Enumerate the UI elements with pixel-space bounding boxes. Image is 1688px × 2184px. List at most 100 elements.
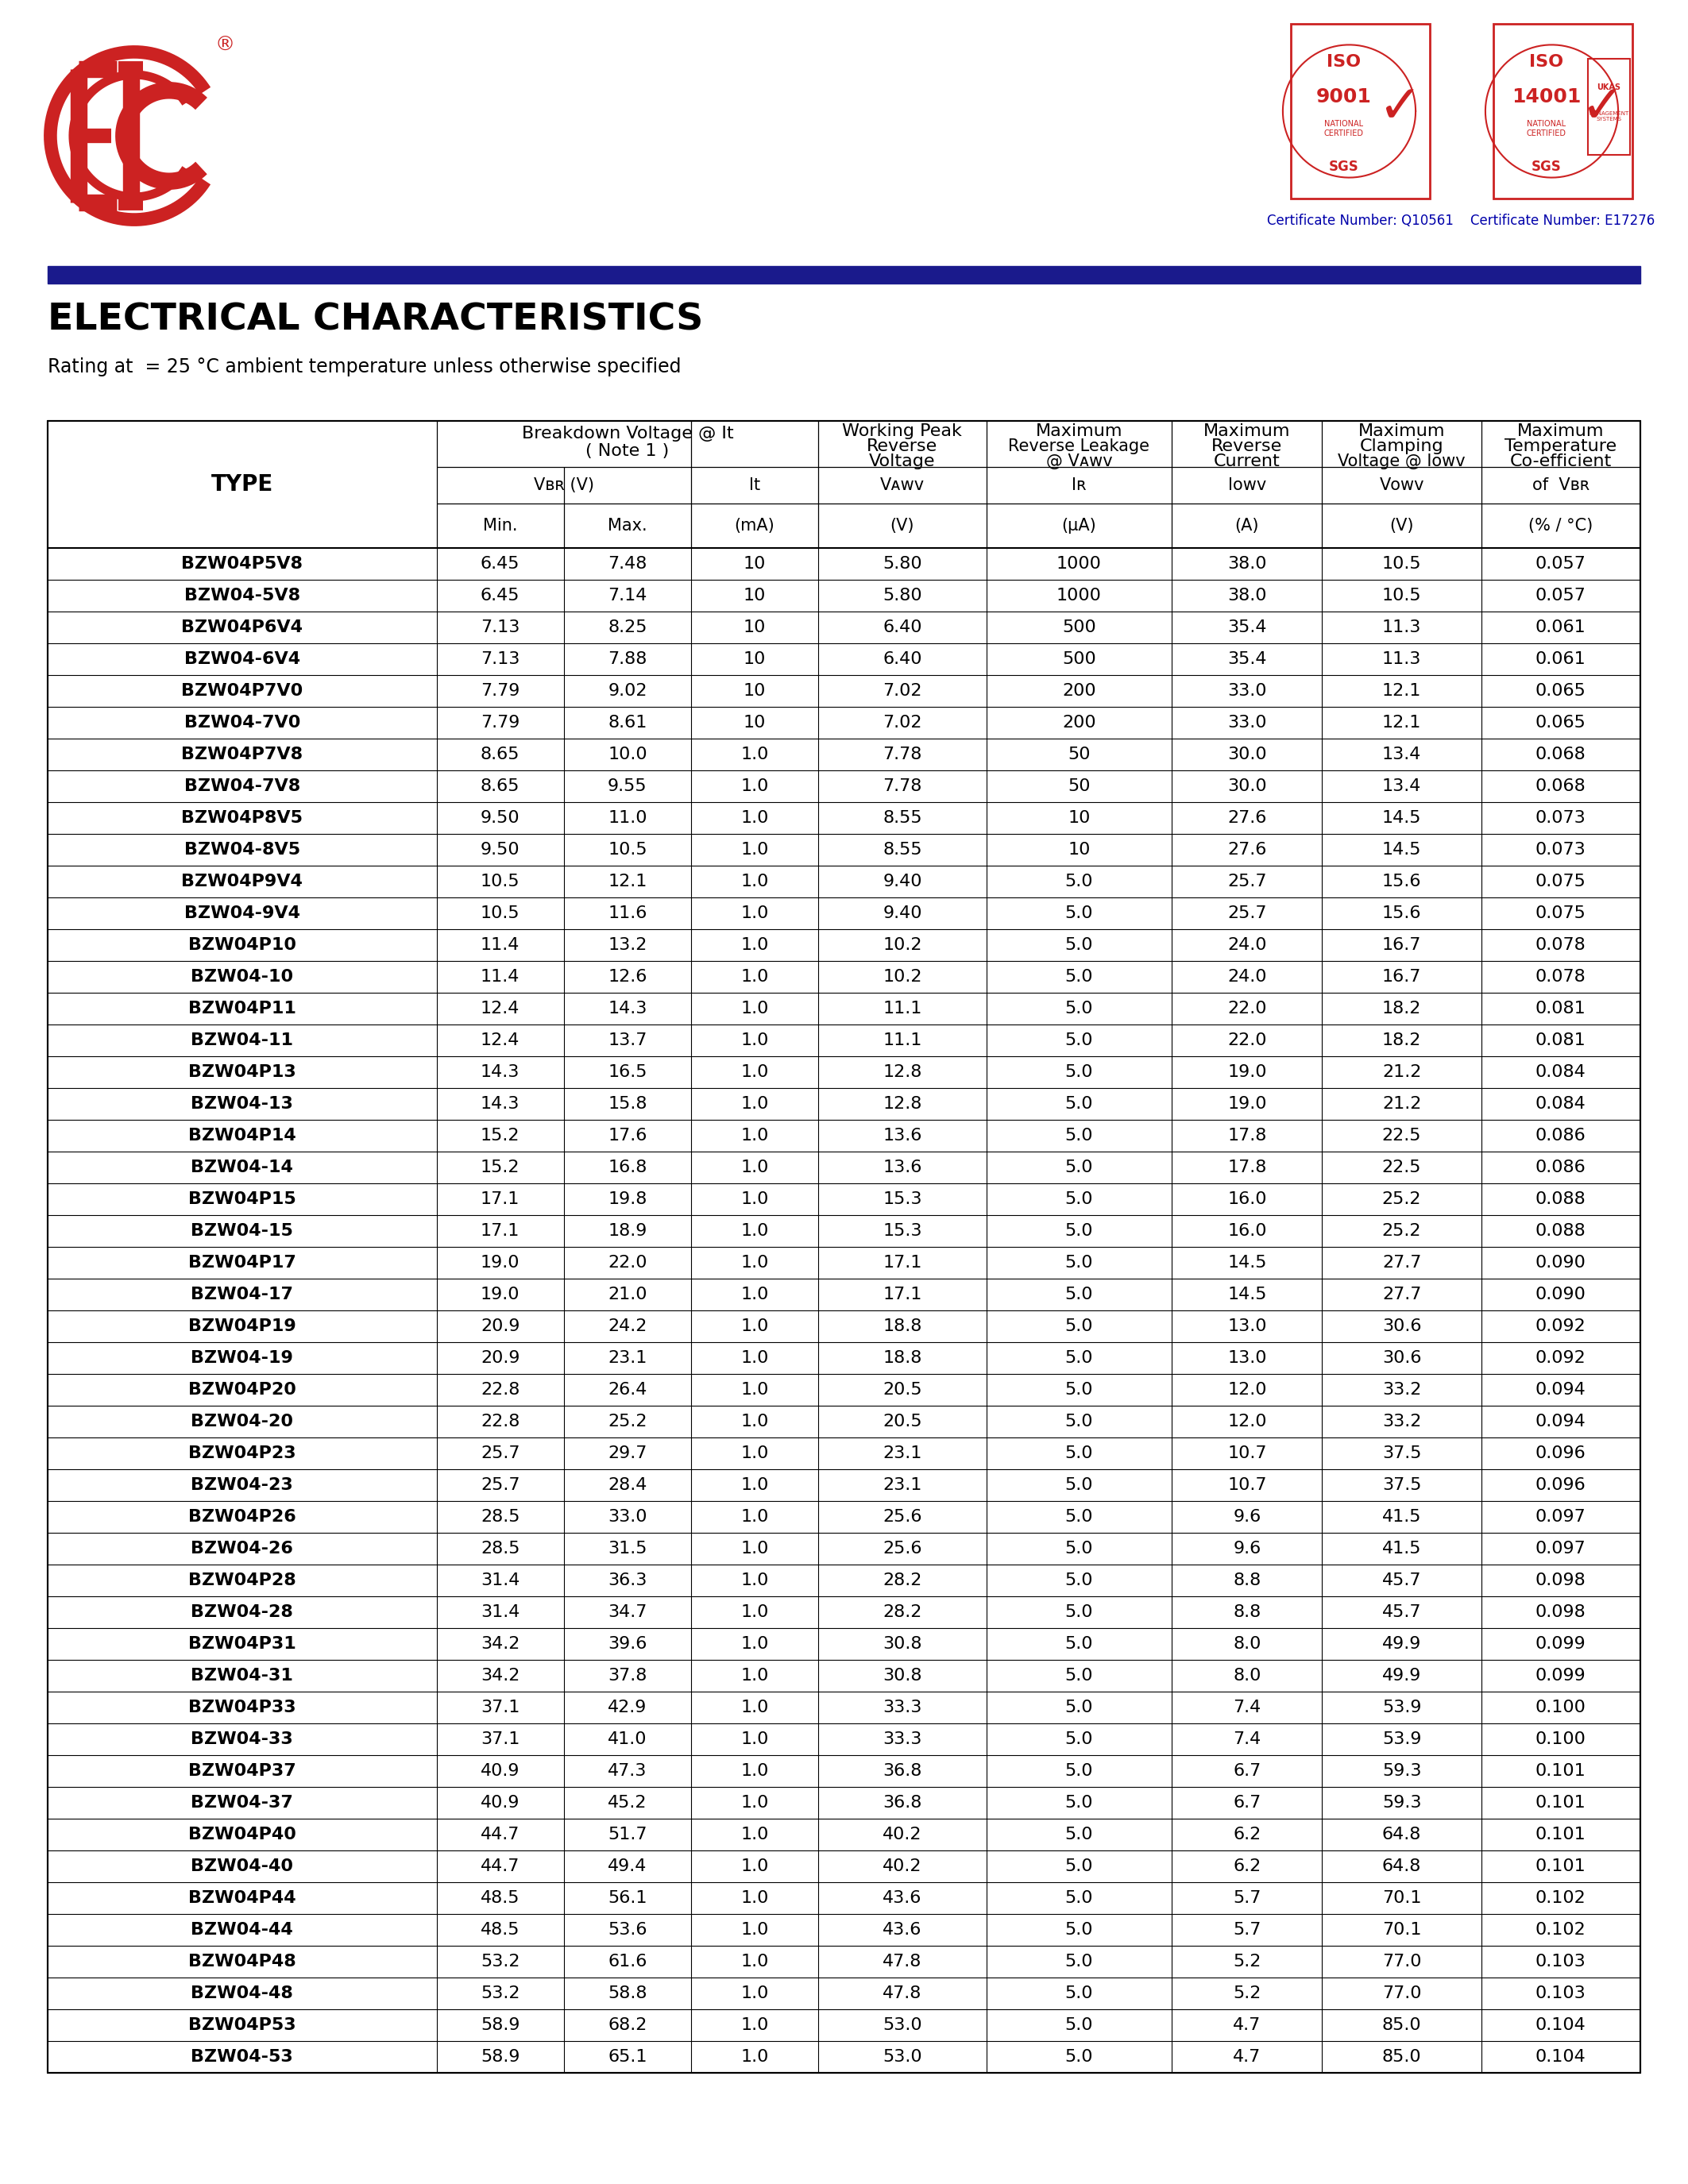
Text: 27.6: 27.6 <box>1227 810 1266 826</box>
Text: BZW04P10: BZW04P10 <box>187 937 295 952</box>
Text: 58.8: 58.8 <box>608 1985 647 2001</box>
Text: 59.3: 59.3 <box>1382 1762 1421 1780</box>
Text: 1.0: 1.0 <box>741 1413 768 1431</box>
Text: 5.0: 5.0 <box>1065 1000 1094 1016</box>
Text: Min.: Min. <box>483 518 518 533</box>
Text: 11.0: 11.0 <box>608 810 647 826</box>
Text: 49.9: 49.9 <box>1382 1636 1421 1651</box>
Text: 18.2: 18.2 <box>1382 1000 1421 1016</box>
Text: 22.8: 22.8 <box>481 1382 520 1398</box>
Text: 1.0: 1.0 <box>741 1033 768 1048</box>
Text: 5.0: 5.0 <box>1065 1256 1094 1271</box>
Text: 12.1: 12.1 <box>1382 684 1421 699</box>
Text: 5.0: 5.0 <box>1065 1955 1094 1970</box>
Text: 6.7: 6.7 <box>1232 1795 1261 1811</box>
Text: ✓: ✓ <box>1580 81 1624 133</box>
Text: 21.2: 21.2 <box>1382 1064 1421 1081</box>
Text: BZW04-53: BZW04-53 <box>191 2049 294 2064</box>
Text: 10.7: 10.7 <box>1227 1446 1266 1461</box>
Text: 45.7: 45.7 <box>1382 1605 1421 1621</box>
Text: 17.1: 17.1 <box>883 1256 922 1271</box>
Text: BZW04-8V5: BZW04-8V5 <box>184 841 300 858</box>
Text: 500: 500 <box>1062 651 1096 666</box>
Text: BZW04P53: BZW04P53 <box>189 2018 295 2033</box>
Text: 5.0: 5.0 <box>1065 1446 1094 1461</box>
Text: 1.0: 1.0 <box>741 1955 768 1970</box>
Text: 1.0: 1.0 <box>741 937 768 952</box>
Text: 40.2: 40.2 <box>883 1826 922 1843</box>
Text: 9.40: 9.40 <box>883 874 922 889</box>
Text: 10: 10 <box>743 714 766 732</box>
Text: 30.6: 30.6 <box>1382 1319 1421 1334</box>
Text: 15.6: 15.6 <box>1382 906 1421 922</box>
Text: UKAS: UKAS <box>1597 83 1620 92</box>
Text: 58.9: 58.9 <box>481 2049 520 2064</box>
Text: 16.7: 16.7 <box>1382 937 1421 952</box>
Text: 0.104: 0.104 <box>1536 2018 1587 2033</box>
Text: 0.094: 0.094 <box>1536 1382 1587 1398</box>
Text: BZW04P33: BZW04P33 <box>189 1699 295 1714</box>
Text: 20.9: 20.9 <box>481 1319 520 1334</box>
Text: BZW04P9V4: BZW04P9V4 <box>181 874 302 889</box>
Text: 10.7: 10.7 <box>1227 1476 1266 1494</box>
Text: 16.0: 16.0 <box>1227 1223 1266 1238</box>
Text: 5.0: 5.0 <box>1065 1859 1094 1874</box>
Text: 29.7: 29.7 <box>608 1446 647 1461</box>
Text: 7.48: 7.48 <box>608 557 647 572</box>
Text: 37.5: 37.5 <box>1382 1476 1421 1494</box>
Text: BZW04-10: BZW04-10 <box>191 970 294 985</box>
Text: 1.0: 1.0 <box>741 778 768 795</box>
Text: 12.6: 12.6 <box>608 970 647 985</box>
Text: 10: 10 <box>743 651 766 666</box>
Text: 0.068: 0.068 <box>1536 747 1587 762</box>
Text: 0.075: 0.075 <box>1536 874 1587 889</box>
Text: 6.7: 6.7 <box>1232 1762 1261 1780</box>
Text: 9.6: 9.6 <box>1232 1540 1261 1557</box>
Text: 5.0: 5.0 <box>1065 1413 1094 1431</box>
Text: 47.8: 47.8 <box>883 1985 922 2001</box>
Text: 0.101: 0.101 <box>1536 1762 1587 1780</box>
Text: 45.2: 45.2 <box>608 1795 647 1811</box>
Text: 5.2: 5.2 <box>1232 1955 1261 1970</box>
Text: 0.103: 0.103 <box>1536 1955 1587 1970</box>
Text: BZW04P17: BZW04P17 <box>187 1256 295 1271</box>
Text: 53.9: 53.9 <box>1382 1732 1421 1747</box>
Text: 22.0: 22.0 <box>1227 1000 1266 1016</box>
Text: Co-efficient: Co-efficient <box>1509 454 1612 470</box>
Text: BZW04-15: BZW04-15 <box>191 1223 294 1238</box>
Text: 5.0: 5.0 <box>1065 1889 1094 1907</box>
Text: 0.102: 0.102 <box>1536 1922 1587 1937</box>
Text: Reverse Leakage: Reverse Leakage <box>1008 439 1150 454</box>
Text: 13.4: 13.4 <box>1382 747 1421 762</box>
Text: 64.8: 64.8 <box>1382 1826 1421 1843</box>
Text: 13.6: 13.6 <box>883 1127 922 1144</box>
Text: SGS: SGS <box>1328 159 1359 175</box>
Text: 30.8: 30.8 <box>883 1669 922 1684</box>
Text: Vᴏᴡᴠ: Vᴏᴡᴠ <box>1379 476 1425 494</box>
Text: 19.0: 19.0 <box>1227 1064 1266 1081</box>
Text: 16.8: 16.8 <box>608 1160 647 1175</box>
Text: BZW04-33: BZW04-33 <box>191 1732 294 1747</box>
Text: 10: 10 <box>1069 841 1090 858</box>
Text: 47.3: 47.3 <box>608 1762 647 1780</box>
Text: (% / °C): (% / °C) <box>1529 518 1593 533</box>
Text: 36.8: 36.8 <box>883 1795 922 1811</box>
Text: 10.5: 10.5 <box>608 841 647 858</box>
Text: BZW04-7V0: BZW04-7V0 <box>184 714 300 732</box>
Text: (mA): (mA) <box>734 518 775 533</box>
Text: 39.6: 39.6 <box>608 1636 647 1651</box>
Text: Certificate Number: E17276: Certificate Number: E17276 <box>1470 214 1656 227</box>
Text: 5.0: 5.0 <box>1065 1350 1094 1365</box>
Text: 1.0: 1.0 <box>741 1540 768 1557</box>
Text: 0.088: 0.088 <box>1536 1223 1587 1238</box>
Text: of  Vʙʀ: of Vʙʀ <box>1533 476 1590 494</box>
Bar <box>47 266 1641 284</box>
Text: BZW04-6V4: BZW04-6V4 <box>184 651 300 666</box>
Text: 5.0: 5.0 <box>1065 2049 1094 2064</box>
Text: 8.25: 8.25 <box>608 620 647 636</box>
Text: 5.0: 5.0 <box>1065 1922 1094 1937</box>
Text: 1.0: 1.0 <box>741 841 768 858</box>
Text: 1.0: 1.0 <box>741 1509 768 1524</box>
Text: 20.5: 20.5 <box>883 1382 922 1398</box>
Text: 23.1: 23.1 <box>883 1476 922 1494</box>
